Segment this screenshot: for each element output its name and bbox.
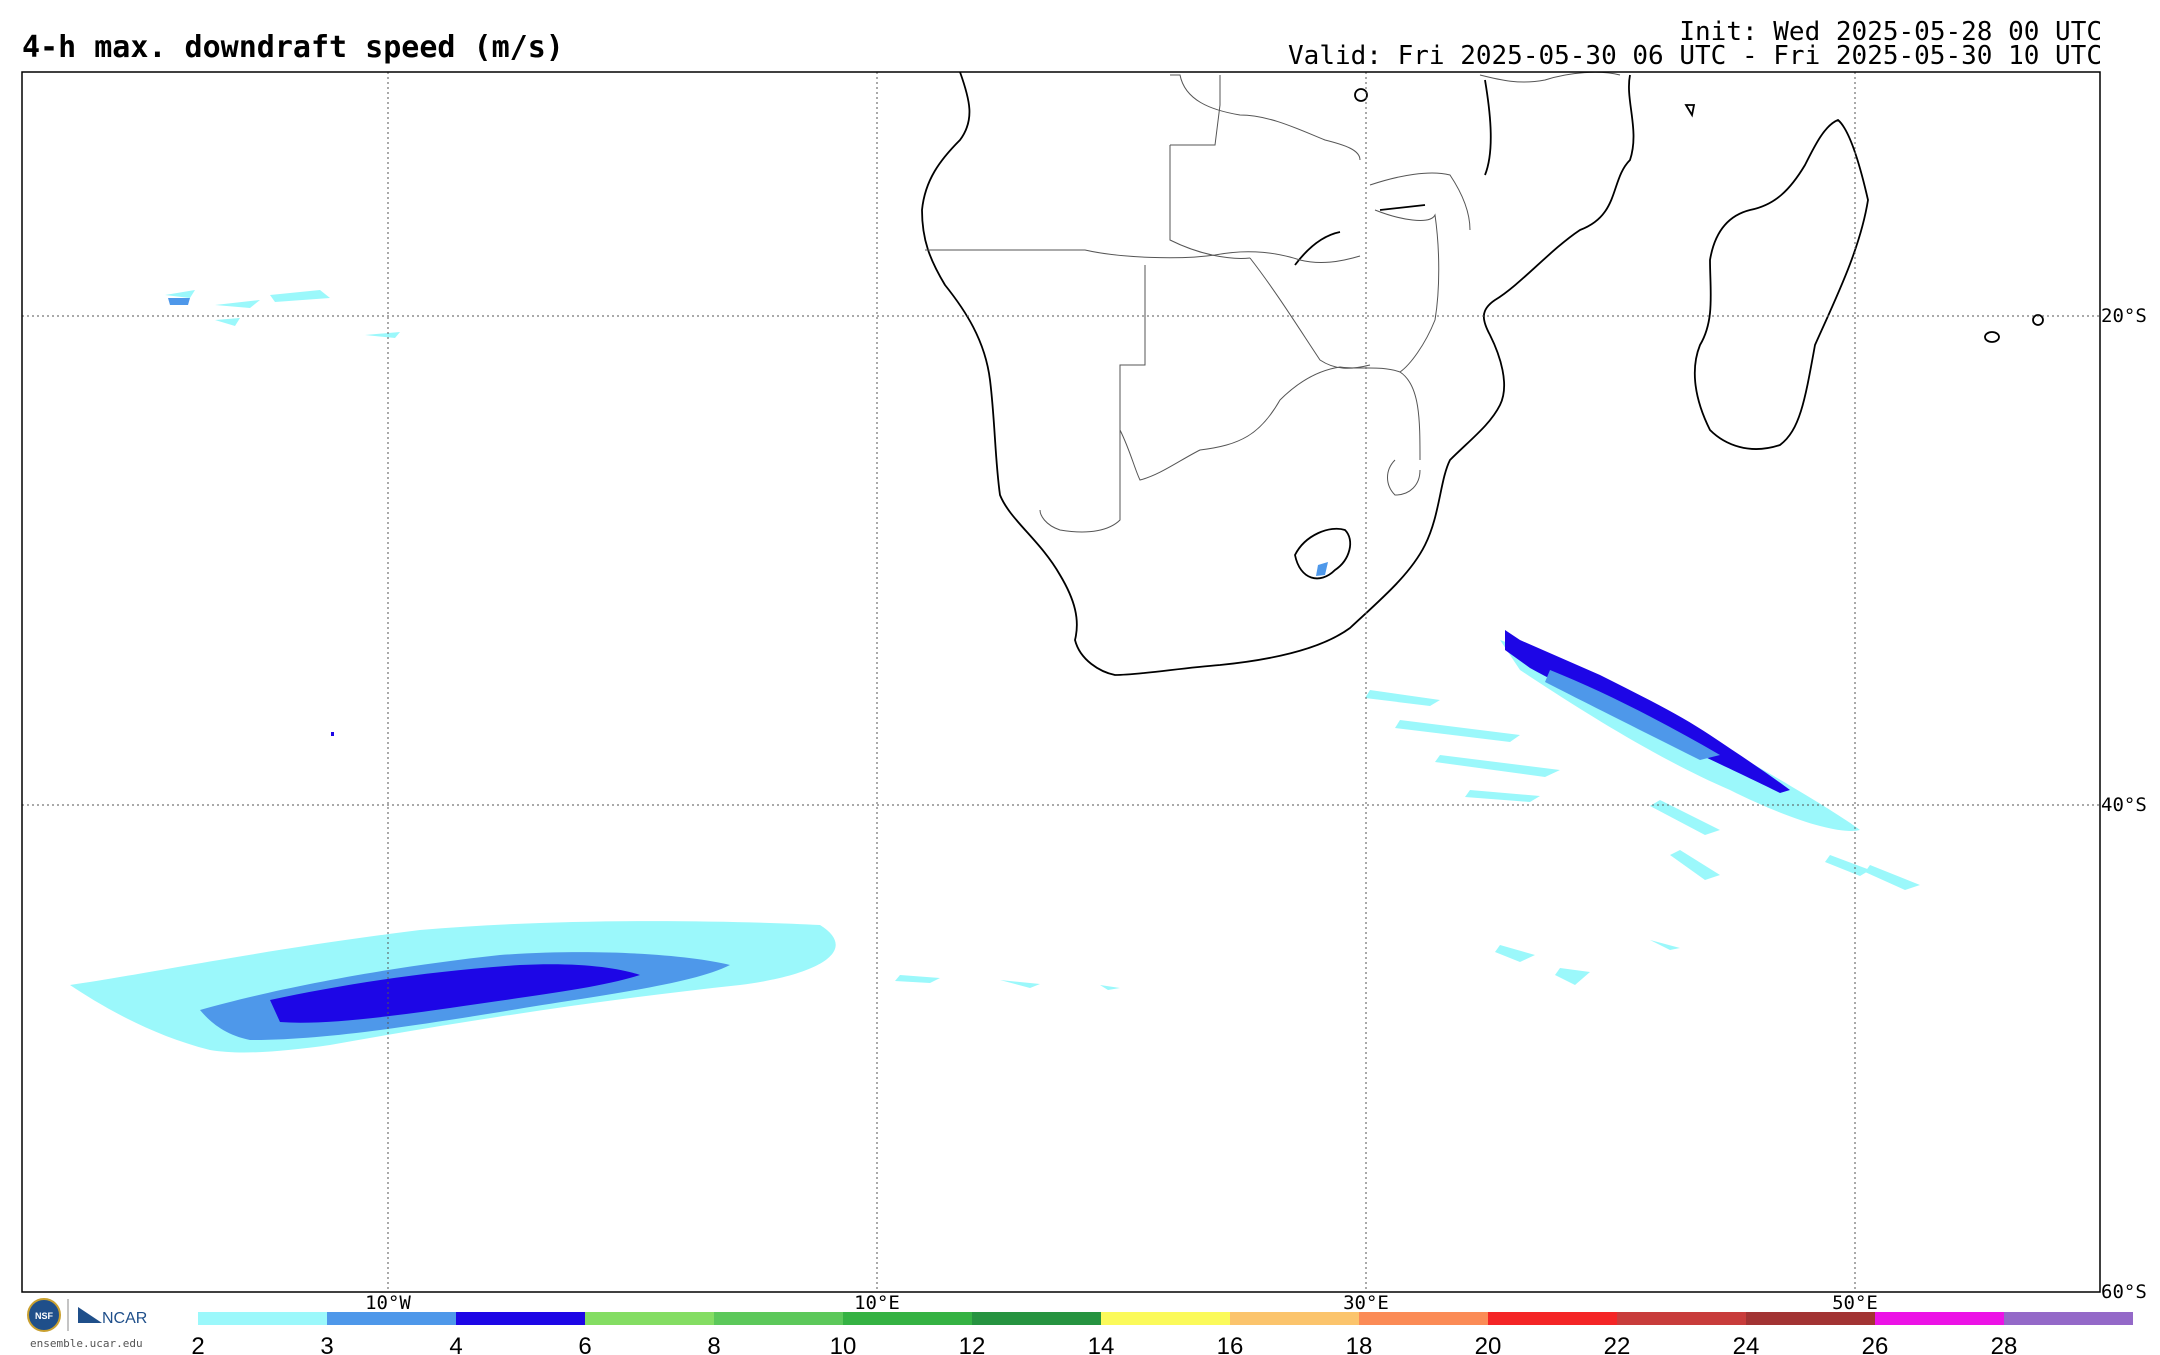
- colorbar-tick-label: 18: [1346, 1333, 1373, 1354]
- lat-label-40s: 40°S: [2101, 794, 2147, 816]
- border-moz-malawi: [1369, 172, 1471, 231]
- ncar-mark-icon: [78, 1307, 102, 1323]
- colorbar-tick-label: 10: [830, 1333, 857, 1354]
- colorbar-tick-label: 12: [959, 1333, 986, 1354]
- colorbar-tick-label: 14: [1088, 1333, 1115, 1354]
- colorbar-swatch: [198, 1312, 327, 1325]
- lon-label-30e: 30°E: [1343, 1292, 1389, 1314]
- shade-se-mid: [1545, 670, 1720, 760]
- map-frame: [21, 71, 2101, 1293]
- colorbar-tick-label: 22: [1604, 1333, 1631, 1354]
- logo-graphic: NSF NCAR: [27, 1298, 147, 1332]
- border-zim-moz: [1374, 209, 1440, 373]
- island-4: [1684, 104, 1696, 118]
- lake-cabora: [1379, 204, 1426, 211]
- border-namibia-botswana: [1039, 265, 1146, 533]
- colorbar-tick-label: 16: [1217, 1333, 1244, 1354]
- country-borders: [925, 71, 1621, 533]
- nsf-seal-icon: [27, 1298, 61, 1332]
- island-2: [2032, 314, 2044, 326]
- colorbar-tick-label: 26: [1862, 1333, 1889, 1354]
- colorbar-swatch: [2004, 1312, 2133, 1325]
- lon-labels: 10°W 10°E 30°E 50°E: [365, 1292, 1878, 1314]
- lake-malawi: [1484, 79, 1492, 176]
- madagascar: [1693, 118, 1869, 450]
- colorbar-swatch: [843, 1312, 972, 1325]
- colorbar-tick-label: 2: [191, 1333, 204, 1354]
- colorbar-swatch: [1617, 1312, 1746, 1325]
- init-time: Init: Wed 2025-05-28 00 UTC: [1679, 17, 2102, 47]
- lat-labels: 20°S 40°S 60°S: [2101, 305, 2147, 1303]
- border-zambia-south: [1169, 145, 1251, 259]
- colorbar-tick-label: 20: [1475, 1333, 1502, 1354]
- island-1: [1984, 331, 2000, 343]
- colorbar-swatch: [327, 1312, 456, 1325]
- lat-label-20s: 20°S: [2101, 305, 2147, 327]
- valid-time: Valid: Fri 2025-05-30 06 UTC - Fri 2025-…: [1288, 41, 2102, 71]
- border-swaziland: [1387, 459, 1421, 496]
- map-title: 4-h max. downdraft speed (m/s): [22, 30, 564, 65]
- border-botswana-sa: [1119, 366, 1421, 481]
- colorbar-swatch: [972, 1312, 1101, 1325]
- init-valid-block: Init: Wed 2025-05-28 00 UTC Valid: Fri 2…: [1288, 17, 2102, 71]
- lon-label-10w: 10°W: [365, 1292, 411, 1314]
- colorbar-swatch: [1488, 1312, 1617, 1325]
- colorbar-tick-label: 6: [578, 1333, 591, 1354]
- colorbar-swatch: [1746, 1312, 1875, 1325]
- colorbar-tick-label: 4: [449, 1333, 462, 1354]
- lesotho: [1294, 527, 1352, 580]
- colorbar-tick-label: 24: [1733, 1333, 1760, 1354]
- border-angola-namibia: [925, 249, 1361, 264]
- coastlines: [921, 71, 2044, 676]
- shade-sw-dark: [270, 964, 640, 1023]
- border-botswana-zim: [1249, 257, 1371, 369]
- nsf-label: NSF: [35, 1311, 54, 1321]
- border-zambia: [1170, 74, 1361, 161]
- colorbar-tick-label: 28: [1991, 1333, 2018, 1354]
- lon-label-10e: 10°E: [854, 1292, 900, 1314]
- logo-block: NSF NCAR ensemble.ucar.edu: [22, 1295, 162, 1355]
- shade-dot: [331, 732, 334, 736]
- downdraft-shading: [70, 290, 1920, 1053]
- colorbar-swatch: [1359, 1312, 1488, 1325]
- colorbar: 2 3 4 6 8 10 12 14 16 18 20 22 24 26 28: [191, 1312, 2133, 1354]
- island-3: [1354, 88, 1368, 102]
- shade-lesotho: [1316, 562, 1328, 576]
- shade-nw-blue: [168, 298, 190, 305]
- colorbar-swatch: [1875, 1312, 2004, 1325]
- lat-label-60s: 60°S: [2101, 1281, 2147, 1303]
- border-angola-zambia: [1170, 75, 1221, 146]
- ncar-label: NCAR: [102, 1310, 147, 1327]
- shade-nw-specks: [165, 290, 400, 338]
- shade-se-dark: [1505, 630, 1790, 793]
- colorbar-swatch: [1101, 1312, 1230, 1325]
- graticule: [22, 72, 2100, 1292]
- colorbar-swatch: [585, 1312, 714, 1325]
- colorbar-tick-label: 8: [707, 1333, 720, 1354]
- lon-label-50e: 50°E: [1832, 1292, 1878, 1314]
- colorbar-tick-label: 3: [320, 1333, 333, 1354]
- colorbar-swatch: [1230, 1312, 1359, 1325]
- colorbar-swatch: [714, 1312, 843, 1325]
- colorbar-swatch: [456, 1312, 585, 1325]
- lake-kariba: [1294, 231, 1341, 266]
- logo-url: ensemble.ucar.edu: [30, 1337, 143, 1350]
- border-tanzania: [1479, 71, 1621, 83]
- shade-se-scatter: [1365, 690, 1920, 985]
- africa-west-coast: [921, 71, 1635, 676]
- shade-sw-tail: [895, 975, 1120, 990]
